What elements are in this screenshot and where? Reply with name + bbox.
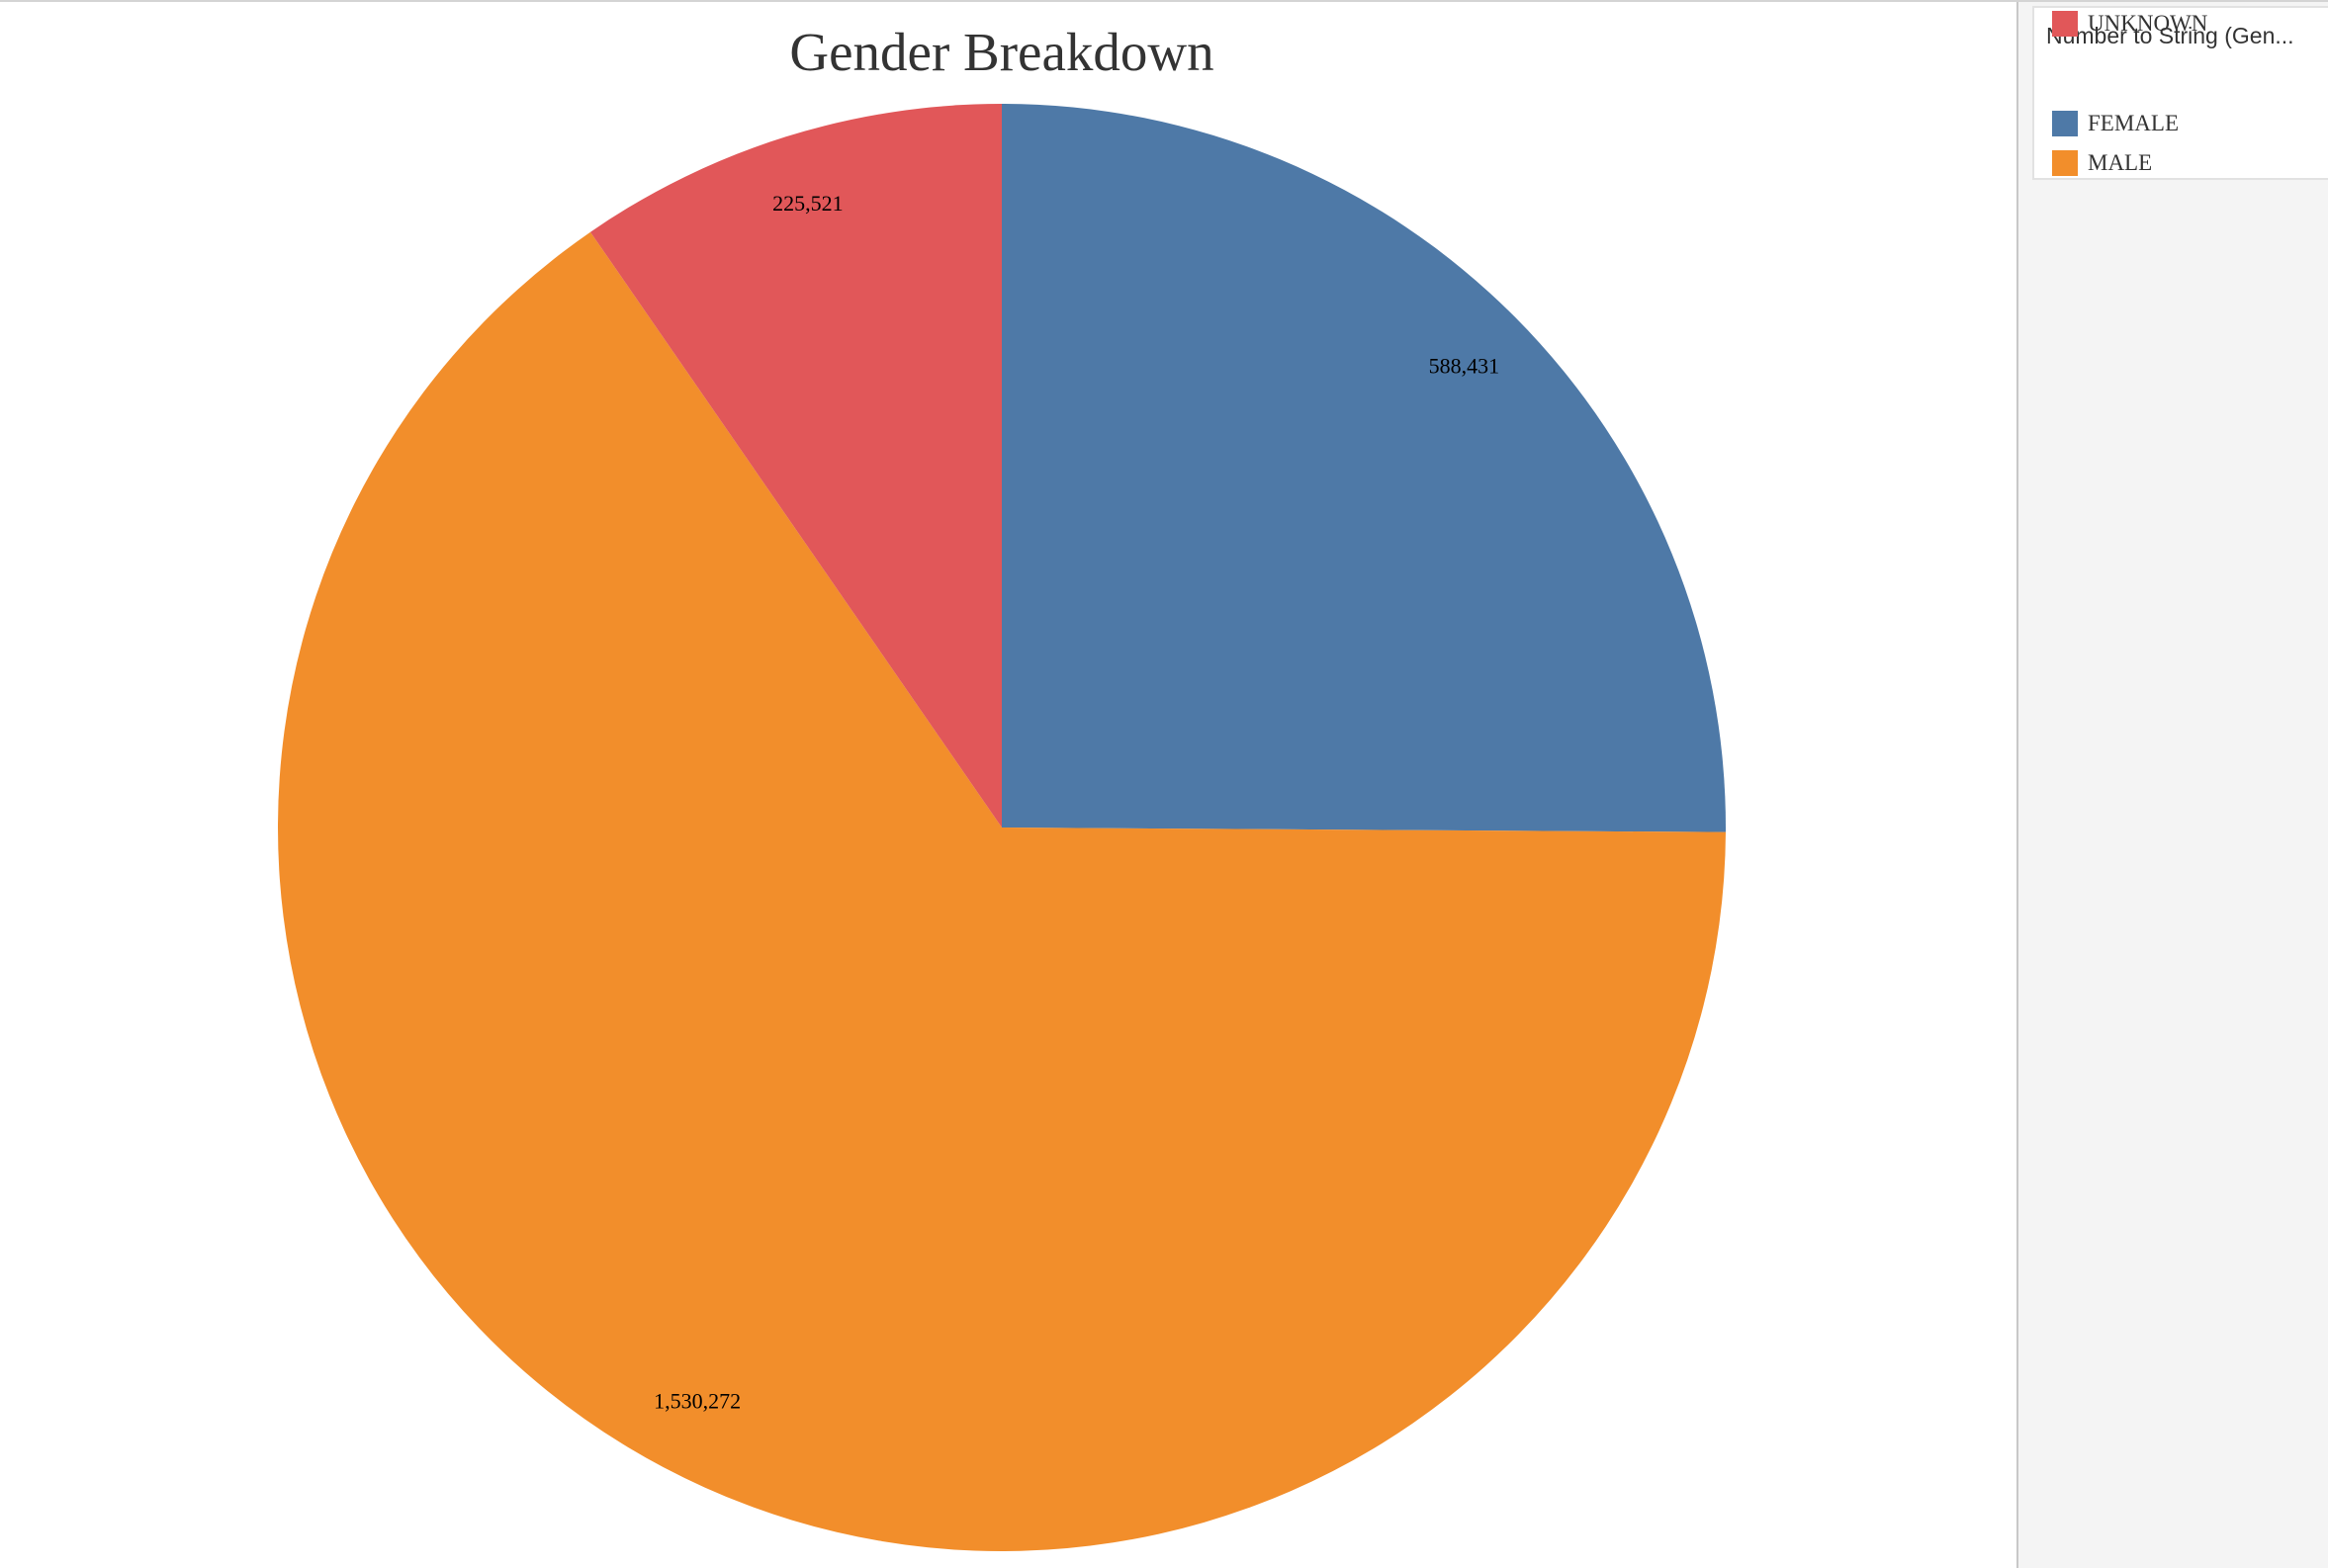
pie-slices [278,104,1727,1551]
pie-slice-unknown[interactable] [589,104,1002,828]
pie-slice-male[interactable] [278,231,1726,1551]
legend-swatch [2052,150,2078,176]
chart-pane: Gender Breakdown 588,431 1,530,272 225,521 [0,2,2016,1568]
legend-item-unknown[interactable]: UNKNOWN [2052,8,2207,40]
pane-divider[interactable] [2016,2,2018,1568]
chart-title: Gender Breakdown [789,22,1214,82]
legend-label: UNKNOWN [2088,11,2208,36]
legend-item-male[interactable]: MALE [2052,147,2152,179]
pie-labels: 588,431 1,530,272 225,521 [654,191,1499,1413]
slice-value-label: 225,521 [772,191,844,216]
legend-swatch [2052,11,2078,37]
legend-label: MALE [2088,150,2153,175]
pie-chart: 588,431 1,530,272 225,521 [278,104,1727,1551]
legend-label: FEMALE [2088,111,2179,135]
slice-value-label: 1,530,272 [654,1388,741,1413]
legend-item-female[interactable]: FEMALE [2052,108,2179,139]
legend-swatch [2052,111,2078,136]
slice-value-label: 588,431 [1429,354,1500,379]
side-pane: Number to String (Gen... FEMALE MALE UNK… [2018,2,2328,1568]
legend-title[interactable]: Number to String (Gen... [2046,23,2294,48]
color-legend: Number to String (Gen... FEMALE MALE UNK… [2032,6,2328,180]
pie-slice-female[interactable] [1002,104,1727,832]
